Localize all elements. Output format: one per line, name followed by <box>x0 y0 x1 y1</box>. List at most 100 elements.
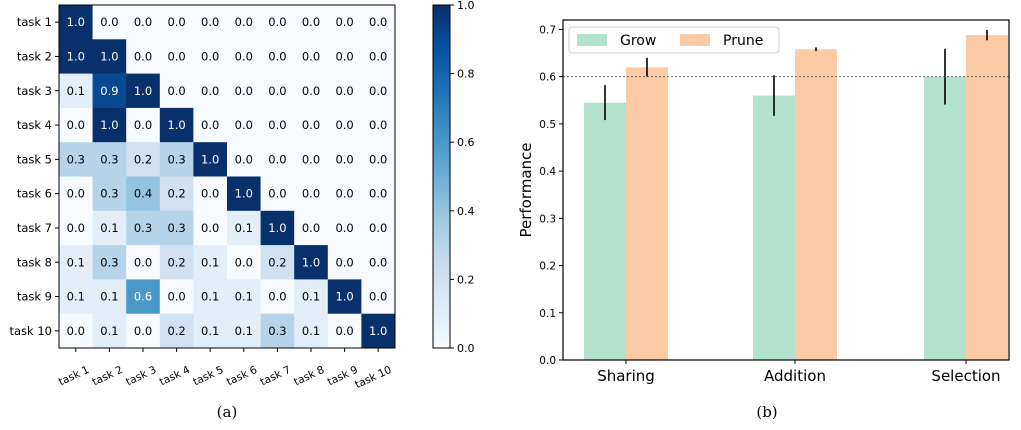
heatmap-cell-label: 0.0 <box>167 290 185 304</box>
heatmap-cell <box>327 313 362 349</box>
heatmap-cell <box>227 5 262 40</box>
heatmap-cell <box>361 5 396 40</box>
bar-grow <box>584 102 626 360</box>
heatmap-cell <box>260 107 295 143</box>
heatmap-cell-label: 0.3 <box>100 255 118 269</box>
y-axis-tick-label: 0.3 <box>539 213 556 225</box>
heatmap-row-label: task 7 <box>17 221 52 235</box>
heatmap-cell <box>159 210 194 246</box>
x-axis-tick-label: Addition <box>764 367 826 385</box>
heatmap-cell <box>327 245 362 280</box>
y-axis-tick-label: 0.1 <box>539 308 556 320</box>
heatmap-cell-label: 0.6 <box>134 290 152 304</box>
heatmap-cell-label: 0.0 <box>268 49 286 63</box>
legend-swatch-grow <box>577 34 607 46</box>
heatmap-cell <box>327 5 362 40</box>
heatmap-row-label: task 8 <box>17 255 52 269</box>
y-axis-label: Performance <box>517 142 535 237</box>
heatmap-cell <box>327 176 362 212</box>
heatmap-cell <box>126 73 161 109</box>
heatmap-cell-label: 0.1 <box>302 324 320 338</box>
heatmap-cell <box>260 142 295 177</box>
heatmap-cell <box>59 73 94 109</box>
heatmap-cell-label: 0.0 <box>67 221 85 235</box>
y-axis-tick-label: 0.0 <box>539 355 556 367</box>
heatmap-cell <box>59 279 94 315</box>
heatmap-cell-label: 0.0 <box>235 49 253 63</box>
bar-chart-panel: 0.0 0.1 0.2 0.3 0.4 0.5 0.6 0.7 Sharing Addition S… <box>539 24 1009 385</box>
heatmap-cell <box>126 313 161 349</box>
colorbar-tick-label: 1.0 <box>457 0 475 12</box>
heatmap-cell <box>227 245 262 280</box>
heatmap-cell-label: 0.0 <box>335 255 353 269</box>
heatmap-col-label: task 7 <box>258 364 292 388</box>
heatmap-cell <box>260 39 295 75</box>
heatmap-cell-label: 1.0 <box>369 324 387 338</box>
heatmap-cell-label: 0.0 <box>134 49 152 63</box>
bar-prune <box>966 35 1008 360</box>
heatmap-cell-label: 0.0 <box>302 15 320 29</box>
legend-box <box>568 26 780 54</box>
heatmap-cell <box>193 313 228 349</box>
heatmap-cell-label: 1.0 <box>67 15 85 29</box>
heatmap-cell <box>260 176 295 212</box>
heatmap-cell <box>227 176 262 212</box>
panel-a-caption: (a) <box>217 403 238 421</box>
heatmap-cell <box>92 245 127 280</box>
heatmap-cell-label: 1.0 <box>100 118 118 132</box>
heatmap-cell <box>294 142 329 177</box>
heatmap-cell <box>227 279 262 315</box>
heatmap-row-label: task 5 <box>17 152 52 166</box>
bar-grow <box>924 76 966 361</box>
heatmap-cell <box>260 5 295 40</box>
heatmap-row-label: task 4 <box>17 118 52 132</box>
heatmap-col-label: task 6 <box>225 364 259 389</box>
heatmap-cell-label: 0.0 <box>67 324 85 338</box>
heatmap-cell-label: 0.2 <box>167 324 185 338</box>
heatmap-cell-label: 0.0 <box>335 15 353 29</box>
heatmap-col-label: task 2 <box>90 364 124 388</box>
heatmap-cell <box>59 210 94 246</box>
heatmap-cell <box>260 210 295 246</box>
heatmap-cell <box>59 39 94 75</box>
heatmap-cell-label: 0.0 <box>268 118 286 132</box>
panel-b-caption: (b) <box>756 403 777 421</box>
heatmap-cell <box>159 5 194 40</box>
heatmap-cell-label: 0.2 <box>268 255 286 269</box>
heatmap-cell <box>227 210 262 246</box>
heatmap-cell-label: 0.0 <box>201 15 219 29</box>
heatmap-cell-label: 1.0 <box>302 255 320 269</box>
heatmap-cell <box>92 313 127 349</box>
heatmap-cell <box>126 142 161 177</box>
heatmap-cell <box>59 142 94 177</box>
heatmap-cell <box>126 5 161 40</box>
legend-label-grow: Grow <box>620 33 656 49</box>
heatmap-cell <box>260 279 295 315</box>
heatmap-cell-label: 0.0 <box>369 221 387 235</box>
heatmap-cell-label: 1.0 <box>335 290 353 304</box>
heatmap-cell <box>327 39 362 75</box>
bar-prune <box>795 49 837 361</box>
heatmap-cell <box>193 107 228 143</box>
heatmap-cell-label: 0.3 <box>67 152 85 166</box>
heatmap-cell-label: 0.0 <box>302 152 320 166</box>
heatmap-row-label: task 9 <box>17 290 52 304</box>
heatmap-cell-label: 0.2 <box>134 152 152 166</box>
legend: Grow Prune <box>568 26 780 54</box>
y-axis-tick-label: 0.5 <box>539 119 556 131</box>
y-axis-tick-label: 0.7 <box>539 24 556 36</box>
heatmap-cell <box>327 210 362 246</box>
heatmap-cell-label: 0.3 <box>167 152 185 166</box>
x-axis-tick-label: Sharing <box>597 367 655 385</box>
heatmap-cell-label: 0.0 <box>201 84 219 98</box>
colorbar-tick-label: 0.0 <box>457 342 475 355</box>
heatmap-cell <box>92 107 127 143</box>
heatmap-cell-label: 0.1 <box>235 290 253 304</box>
heatmap-cell <box>59 313 94 349</box>
heatmap-cell-label: 0.1 <box>67 255 85 269</box>
heatmap-cell-label: 0.0 <box>335 118 353 132</box>
colorbar-tick-label: 0.6 <box>457 136 475 149</box>
heatmap-cell <box>92 39 127 75</box>
heatmap-cell-label: 0.0 <box>302 187 320 201</box>
